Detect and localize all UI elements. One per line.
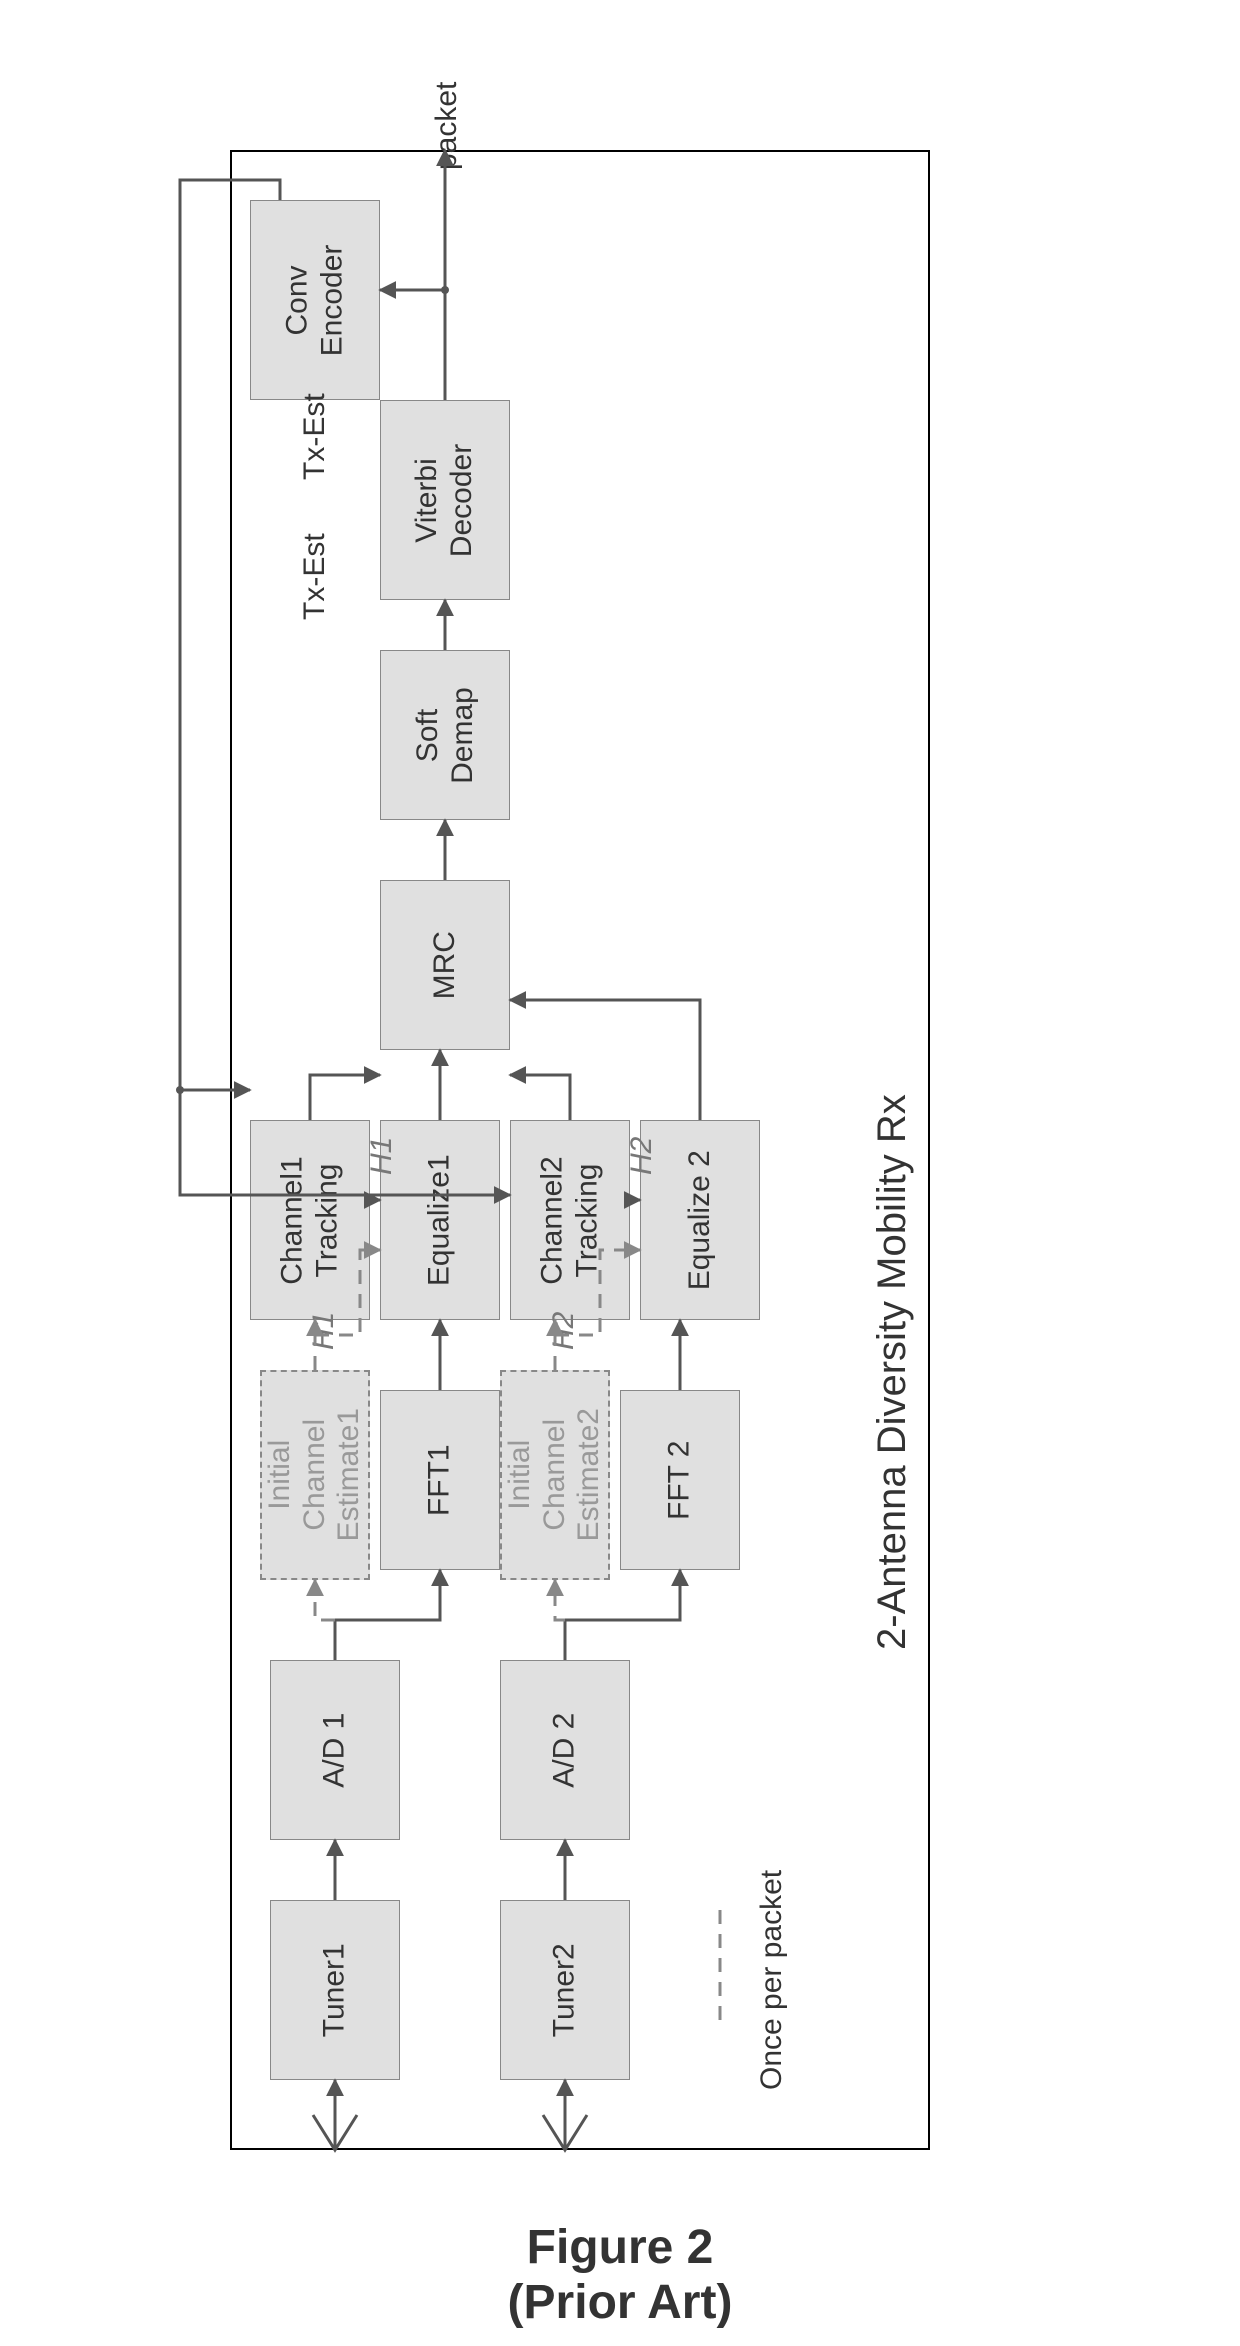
label-txest_dn: Tx-Est xyxy=(298,393,332,480)
block-label: Initial Channel Estimate2 xyxy=(503,1408,607,1541)
block-label: Viterbi Decoder xyxy=(411,443,480,556)
figure-sub: (Prior Art) xyxy=(508,2276,733,2329)
block-tuner1: Tuner1 xyxy=(270,1900,400,2080)
diagram-canvas: Tuner1 Tuner2 A/D 1 A/D 2 Initial Channel Es… xyxy=(0,0,1240,2346)
block-label: FFT 2 xyxy=(663,1440,698,1519)
block-label: Tuner2 xyxy=(548,1943,583,2037)
block-label: A/D 2 xyxy=(548,1712,583,1787)
label-h1_trk: H1 xyxy=(365,1137,399,1175)
legend-label: Once per packet xyxy=(755,1870,789,2090)
figure-label: Figure 2 xyxy=(527,2221,714,2274)
block-label: Equalize 2 xyxy=(683,1150,718,1290)
block-fft1: FFT1 xyxy=(380,1390,500,1570)
label-h2_init: H2 xyxy=(547,1312,581,1350)
label-txest_up: Tx-Est xyxy=(298,533,332,620)
figure-caption: Figure 2 (Prior Art) xyxy=(0,2220,1240,2330)
block-label: Conv Encoder xyxy=(281,244,350,356)
block-label: Channel2 Tracking xyxy=(536,1156,605,1284)
block-label: Channel1 Tracking xyxy=(276,1156,345,1284)
block-convenc: Conv Encoder xyxy=(250,200,380,400)
block-label: A/D 1 xyxy=(318,1712,353,1787)
block-tuner2: Tuner2 xyxy=(500,1900,630,2080)
block-ad1: A/D 1 xyxy=(270,1660,400,1840)
label-packet: packet xyxy=(430,82,464,170)
block-fft2: FFT 2 xyxy=(620,1390,740,1570)
block-label: FFT1 xyxy=(423,1444,458,1516)
block-ch2trk: Channel2 Tracking xyxy=(510,1120,630,1320)
block-ad2: A/D 2 xyxy=(500,1660,630,1840)
block-softdemap: Soft Demap xyxy=(380,650,510,820)
block-ch1trk: Channel1 Tracking xyxy=(250,1120,370,1320)
block-label: Tuner1 xyxy=(318,1943,353,2037)
label-h2_trk: H2 xyxy=(625,1137,659,1175)
block-ice2: Initial Channel Estimate2 xyxy=(500,1370,610,1580)
block-label: Soft Demap xyxy=(411,687,480,784)
block-ice1: Initial Channel Estimate1 xyxy=(260,1370,370,1580)
block-label: Equalize1 xyxy=(423,1154,458,1286)
block-mrc: MRC xyxy=(380,880,510,1050)
block-label: MRC xyxy=(428,931,463,999)
label-h1_init: H1 xyxy=(307,1312,341,1350)
block-label: Initial Channel Estimate1 xyxy=(263,1408,367,1541)
label-rx_title: 2-Antenna Diversity Mobility Rx xyxy=(870,1094,915,1650)
block-viterbi: Viterbi Decoder xyxy=(380,400,510,600)
